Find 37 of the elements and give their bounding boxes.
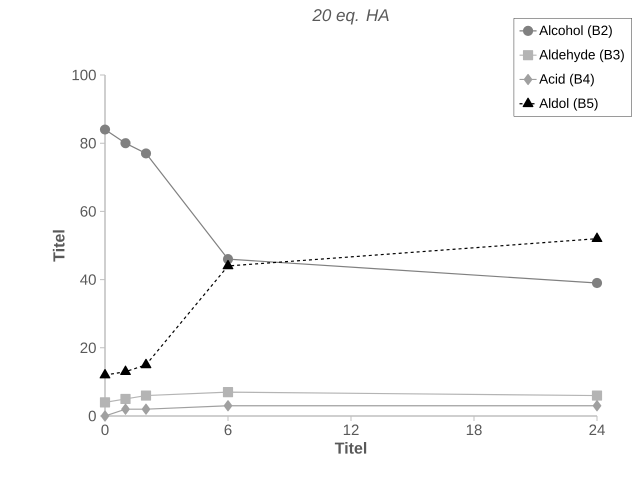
x-tick-label: 0 (101, 424, 109, 436)
y-tick-label: 20 (80, 342, 96, 354)
point (140, 390, 152, 401)
chart-title: 20 eq. HA (312, 9, 389, 25)
point (142, 404, 150, 415)
point (120, 138, 131, 148)
point (100, 397, 110, 408)
point (592, 232, 602, 242)
y-tick-label: 100 (72, 70, 96, 80)
point (140, 358, 152, 368)
y-tick-label: 60 (80, 206, 96, 217)
point (222, 260, 234, 270)
point (120, 366, 131, 376)
point (121, 404, 130, 415)
y-tick-label: 0 (88, 410, 96, 422)
x-tick-label: 6 (224, 424, 232, 436)
point (592, 278, 602, 288)
point (592, 400, 602, 412)
point (100, 124, 110, 135)
point (120, 394, 131, 404)
y-tick-label: 40 (80, 274, 96, 285)
point (100, 410, 110, 422)
x-tick-label: 24 (589, 424, 605, 436)
point (140, 148, 152, 159)
legend-label: Aldol (B5) (539, 98, 598, 111)
y-tick-label: 80 (80, 138, 96, 149)
legend-label: Aldehyde (B3) (539, 50, 624, 62)
legend-label: Alcohol (B2) (539, 25, 612, 38)
point (224, 400, 232, 412)
point (592, 390, 602, 401)
legend-label: Acid (B4) (539, 74, 594, 86)
x-axis-title: Titel (334, 442, 366, 454)
y-axis-title: Titel (52, 230, 65, 262)
x-tick-label: 12 (344, 424, 359, 436)
point (222, 387, 234, 398)
x-tick-label: 18 (466, 424, 482, 436)
point (100, 368, 110, 378)
